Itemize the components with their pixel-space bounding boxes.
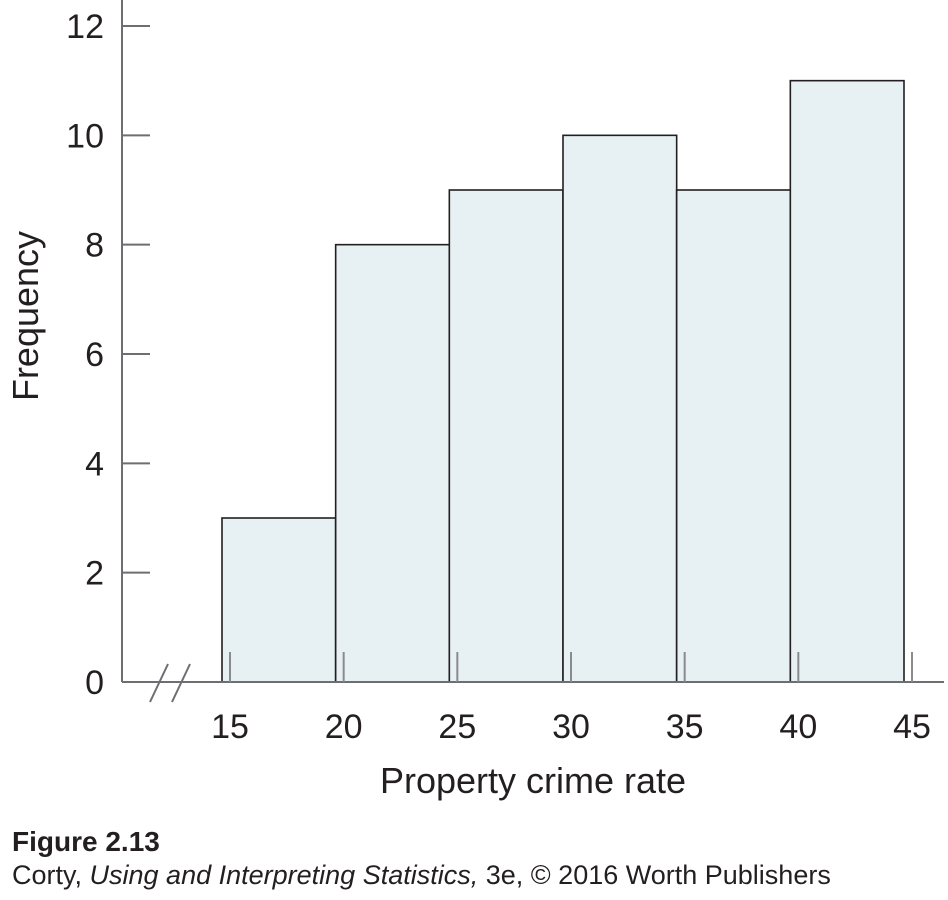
axes-layer bbox=[121, 0, 944, 703]
histogram-bar-35-40 bbox=[675, 189, 792, 683]
histogram-bar-40-45 bbox=[789, 79, 905, 683]
x-axis-title: Property crime rate bbox=[380, 760, 686, 801]
y-tick-label: 0 bbox=[85, 664, 104, 702]
y-tick-label: 6 bbox=[85, 336, 104, 374]
axis-break-slash bbox=[149, 663, 169, 703]
histogram-bar-15-20 bbox=[221, 517, 337, 683]
histogram-chart: 0 2 4 6 8 10 12 15 20 25 30 35 40 45 Property crime r… bbox=[5, 0, 944, 801]
ticks-layer: 0 2 4 6 8 10 12 15 20 25 30 35 40 45 bbox=[66, 8, 931, 746]
credit-book-title: Using and Interpreting Statistics, bbox=[89, 860, 479, 890]
credit-publisher: 3e, © 2016 Worth Publishers bbox=[485, 860, 831, 890]
bars-layer bbox=[221, 79, 905, 683]
x-tick-label: 40 bbox=[779, 708, 817, 746]
histogram-bar-25-30 bbox=[448, 189, 564, 683]
y-tick-label: 12 bbox=[66, 8, 104, 46]
y-axis-title: Frequency bbox=[5, 231, 46, 401]
axis-break-slash bbox=[171, 663, 191, 703]
x-axis-break-icon bbox=[149, 663, 191, 703]
x-tick-label: 25 bbox=[438, 708, 476, 746]
credit-author: Corty, bbox=[12, 860, 83, 890]
y-tick-label: 2 bbox=[85, 555, 104, 593]
figure-credit: Corty, Using and Interpreting Statistics… bbox=[12, 860, 831, 891]
histogram-bar-30-35 bbox=[562, 134, 678, 683]
x-tick-label: 15 bbox=[211, 708, 249, 746]
histogram-bar-20-25 bbox=[334, 243, 451, 683]
figure-label: Figure 2.13 bbox=[12, 826, 160, 857]
y-tick-label: 8 bbox=[85, 227, 104, 265]
y-tick-label: 10 bbox=[66, 117, 104, 155]
x-tick-label: 30 bbox=[552, 708, 590, 746]
y-tick-label: 4 bbox=[85, 445, 104, 483]
x-tick-label: 20 bbox=[325, 708, 363, 746]
x-tick-label: 35 bbox=[666, 708, 704, 746]
x-tick-label: 45 bbox=[893, 708, 931, 746]
